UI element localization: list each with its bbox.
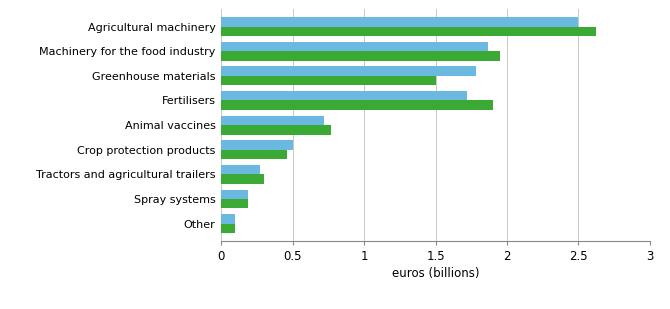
Bar bbox=[221, 17, 578, 27]
Bar bbox=[221, 42, 488, 51]
X-axis label: euros (billions): euros (billions) bbox=[392, 267, 479, 280]
Bar bbox=[221, 190, 249, 199]
Bar bbox=[221, 140, 293, 150]
Bar bbox=[221, 224, 235, 233]
Bar bbox=[221, 175, 264, 184]
Bar bbox=[221, 91, 467, 100]
Bar bbox=[221, 150, 287, 159]
Bar bbox=[221, 76, 436, 85]
Bar bbox=[221, 27, 596, 36]
Bar bbox=[221, 116, 324, 125]
Bar bbox=[221, 214, 235, 224]
Legend: 2020, 2019: 2020, 2019 bbox=[318, 307, 425, 309]
Bar bbox=[221, 165, 260, 175]
Bar bbox=[221, 100, 492, 110]
Bar bbox=[221, 51, 500, 61]
Bar bbox=[221, 66, 476, 76]
Bar bbox=[221, 199, 249, 209]
Bar bbox=[221, 125, 331, 134]
